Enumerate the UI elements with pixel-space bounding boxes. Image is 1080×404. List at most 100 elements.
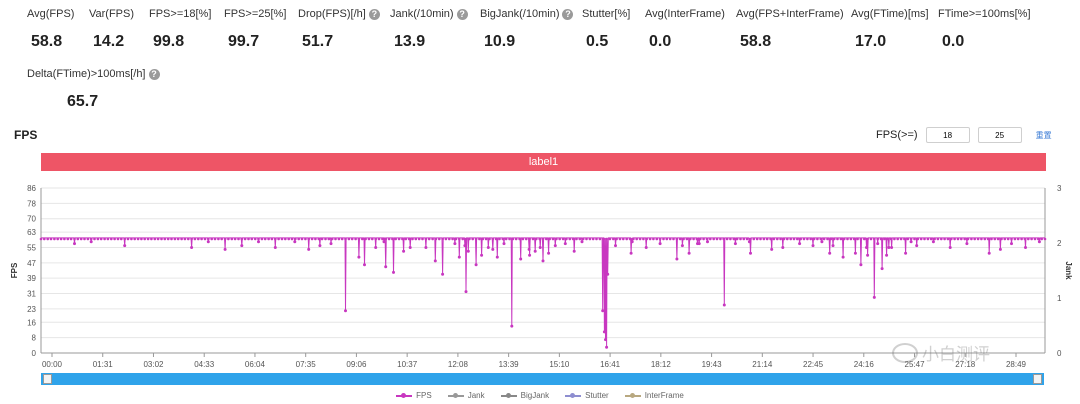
fps-point — [915, 244, 919, 248]
fps-point — [329, 242, 333, 246]
fps-point — [792, 237, 796, 241]
fps-point — [484, 237, 488, 241]
fps-point — [933, 237, 936, 241]
label-bar[interactable]: label1 — [41, 153, 1046, 171]
fps-point — [250, 237, 254, 241]
fps-point — [156, 237, 160, 241]
fps-point — [76, 237, 80, 241]
fps-point — [687, 251, 691, 255]
fps-point — [120, 237, 123, 241]
fps-point — [618, 237, 622, 241]
fps-point — [733, 242, 737, 246]
fps-point — [859, 263, 863, 267]
y-tick-label: 86 — [27, 184, 36, 193]
fps-point — [1040, 237, 1043, 241]
fps-point — [936, 237, 940, 241]
fps-point — [879, 237, 883, 241]
fps-point — [581, 237, 585, 241]
fps-point — [253, 237, 257, 241]
fps-point — [1020, 237, 1023, 241]
fps-point — [622, 237, 625, 241]
metric-9: Avg(FPS+InterFrame) 58.8 — [736, 8, 844, 51]
y-tick-label: 39 — [27, 274, 36, 283]
chat-bubble-icon — [892, 342, 918, 363]
slider-handle-left[interactable] — [43, 374, 52, 384]
fps-point — [595, 237, 598, 241]
fps-point — [414, 237, 418, 241]
fps-point — [904, 251, 908, 255]
fps-point — [998, 247, 1002, 251]
fps-point — [547, 251, 551, 255]
fps-point — [371, 237, 374, 241]
metric-label: Avg(FPS+InterFrame) — [736, 8, 844, 20]
fps-point — [842, 237, 846, 241]
metric-value: 0.0 — [649, 33, 672, 50]
fps-point — [883, 237, 886, 241]
fps-point — [170, 237, 173, 241]
y-tick-label: 0 — [32, 349, 37, 358]
fps-point — [481, 237, 485, 241]
fps-point — [501, 237, 505, 241]
help-icon[interactable]: ? — [456, 8, 468, 20]
fps-threshold-input-1[interactable] — [925, 127, 970, 143]
fps-point — [811, 244, 815, 248]
fps-point — [749, 251, 752, 255]
fps-point — [411, 237, 414, 241]
fps-point — [318, 244, 322, 248]
fps-point — [350, 237, 354, 241]
fps-point — [203, 237, 207, 241]
fps-point — [392, 270, 395, 274]
fps-point — [993, 237, 997, 241]
fps-point — [240, 237, 244, 241]
legend-item-interframe[interactable]: InterFrame — [624, 391, 684, 400]
help-icon[interactable]: ? — [148, 68, 160, 80]
fps-point — [555, 237, 558, 241]
fps-point — [123, 244, 127, 248]
metric-label: Var(FPS) — [89, 8, 134, 20]
fps-point — [572, 249, 576, 253]
time-range-slider[interactable] — [41, 373, 1044, 385]
fps-threshold-input-2[interactable] — [977, 127, 1022, 143]
legend-item-fps[interactable]: FPS — [396, 391, 432, 400]
legend-swatch — [624, 392, 641, 398]
fps-point — [340, 237, 344, 241]
fps-point — [407, 237, 411, 241]
fps-point — [344, 237, 347, 241]
fps-point — [856, 237, 859, 241]
fps-point — [781, 246, 785, 249]
fps-point — [495, 255, 499, 259]
fps-point — [591, 237, 595, 241]
fps-point — [722, 237, 725, 241]
fps-point — [612, 237, 615, 241]
fps-point — [565, 237, 568, 241]
legend-item-stutter[interactable]: Stutter — [565, 391, 609, 400]
fps-point — [150, 237, 153, 241]
fps-point — [635, 237, 638, 241]
legend-item-bigjank[interactable]: BigJank — [500, 391, 549, 400]
fps-point — [598, 237, 602, 241]
fps-point — [832, 237, 836, 241]
fps-point — [347, 237, 351, 241]
slider-handle-right[interactable] — [1033, 374, 1042, 384]
metric-value: 51.7 — [302, 33, 334, 50]
help-icon[interactable]: ? — [562, 8, 574, 20]
fps-filter-label: FPS(>=) — [876, 129, 918, 141]
metric-5: Jank(/10min)? 13.9 — [390, 8, 468, 51]
x-tick-label: 01:31 — [93, 360, 114, 369]
metric-0: Avg(FPS) 58.8 — [27, 8, 74, 51]
fps-point — [140, 237, 143, 241]
reset-button[interactable]: 重置 — [1035, 130, 1052, 140]
help-icon[interactable]: ? — [368, 8, 380, 20]
fps-point — [865, 246, 868, 249]
fps-point — [642, 237, 645, 241]
fps-point — [948, 246, 952, 249]
fps-point — [384, 237, 388, 241]
metric-4: Drop(FPS)[/h]? 51.7 — [298, 8, 380, 51]
fps-point — [665, 237, 669, 241]
legend-item-jank[interactable]: Jank — [447, 391, 485, 400]
metric-label: Stutter[%] — [582, 8, 630, 20]
fps-point — [381, 237, 384, 241]
fps-point — [990, 237, 993, 241]
metric-label-text: Jank(/10min) — [390, 8, 454, 20]
fps-point — [508, 237, 511, 241]
